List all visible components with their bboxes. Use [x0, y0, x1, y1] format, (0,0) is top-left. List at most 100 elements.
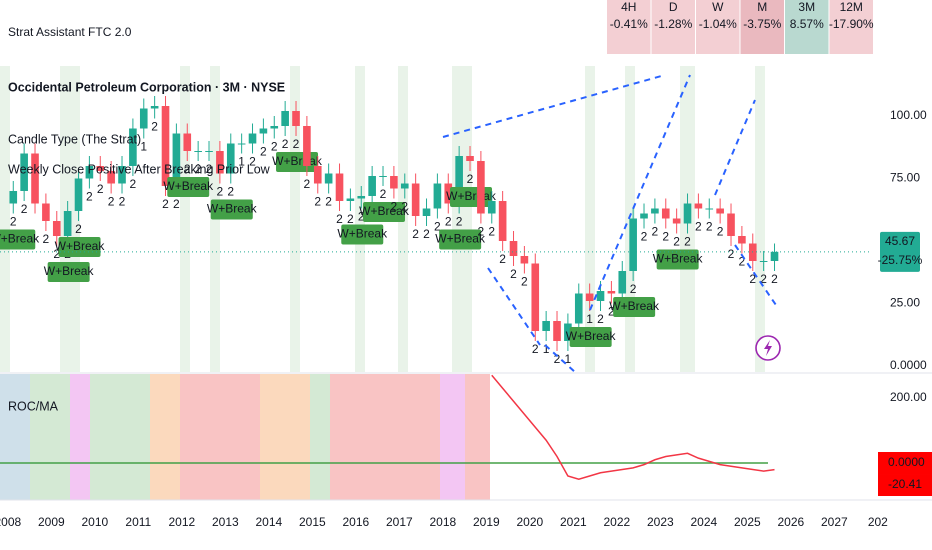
strat-number: 2: [749, 272, 756, 286]
candle-body: [226, 143, 235, 174]
candle-body: [379, 176, 387, 177]
band: [90, 374, 150, 500]
timeframe-label: W: [712, 0, 724, 14]
strat-number: 2: [53, 247, 60, 261]
main-pane: 2W+Break2222W+Break2W+Break2222212222W+B…: [0, 96, 870, 366]
strat-number: 2: [521, 275, 528, 289]
strat-number: 1: [238, 155, 245, 169]
timeframe-label: 3M: [798, 0, 815, 14]
strat-number: 2: [173, 197, 180, 211]
break-box: [363, 202, 406, 222]
strat-number: 2: [130, 177, 137, 191]
x-tick-label: 2012: [168, 515, 195, 529]
candle-body: [390, 176, 398, 189]
roc-line: [491, 374, 775, 481]
strat-number: 2: [21, 202, 28, 216]
x-tick-label: 2021: [560, 515, 587, 529]
x-tick-label: 202: [868, 515, 888, 529]
strat-number: 2: [695, 220, 702, 234]
break-box: [341, 224, 384, 245]
candle-body: [455, 156, 463, 204]
candle-body: [596, 291, 605, 301]
candle-body: [324, 173, 333, 184]
candle-body: [531, 263, 540, 331]
strat-number: 2: [760, 272, 767, 286]
break-label: W+Break: [653, 252, 704, 266]
candle-body: [422, 208, 431, 216]
candle-body: [705, 208, 714, 210]
break-label: W+Break: [337, 227, 388, 241]
timeframe-table: 4H -0.41% D -1.28% W -1.04% M -3.75% 3M 8.57% 12M -…: [607, 0, 874, 54]
candle-body: [672, 218, 681, 224]
candle-body: [357, 196, 366, 199]
break-label: W+Break: [44, 264, 95, 278]
icon-bolt: [764, 340, 772, 356]
break-label: W+Break: [359, 204, 410, 218]
candle-body: [183, 133, 192, 151]
trend-lines: [442, 74, 779, 372]
strat-number: 2: [391, 200, 398, 214]
strat-number: 2: [739, 255, 746, 269]
strat-number: 2: [195, 162, 202, 176]
candle-body: [727, 213, 735, 236]
band: [70, 374, 90, 500]
strat-number: 2: [282, 137, 289, 151]
strat-number: 2: [314, 195, 321, 209]
x-tick-label: 2015: [299, 515, 326, 529]
candle-body: [585, 293, 594, 301]
x-tick-label: 2013: [212, 515, 239, 529]
y-tick-label: 100.00: [890, 108, 927, 122]
strat-number: 2: [304, 177, 311, 191]
candle-body: [194, 151, 202, 152]
candle-body: [259, 128, 268, 134]
zero-box: [878, 452, 932, 475]
candle-body: [411, 183, 420, 216]
strat-number: 2: [108, 195, 115, 209]
break-label: W+Break: [0, 232, 40, 246]
candle-body: [42, 203, 50, 221]
strat-number: 2: [380, 187, 387, 201]
x-tick-label: 2026: [777, 515, 804, 529]
band: [465, 374, 490, 500]
strat-number: 2: [445, 215, 452, 229]
strat-number: 2: [97, 182, 104, 196]
candle-body: [520, 256, 529, 264]
trend-line: [589, 74, 691, 311]
timeframe-value: -3.75%: [743, 17, 781, 31]
x-tick-label: 2025: [734, 515, 761, 529]
timeframe-label: D: [669, 0, 678, 14]
candle-body: [335, 173, 344, 201]
candle-body: [303, 126, 311, 166]
candle-body: [270, 126, 279, 129]
strat-number: 2: [641, 230, 648, 244]
break-box: [569, 327, 612, 347]
timeframe-label: 4H: [621, 0, 636, 14]
candle-body: [607, 291, 616, 294]
candle-body: [498, 201, 507, 241]
candle-body: [509, 241, 518, 256]
band: [260, 374, 310, 500]
candle-body: [368, 176, 376, 196]
candle-body: [205, 151, 213, 152]
strat-number: 2: [467, 172, 474, 186]
x-tick-label: 2022: [603, 515, 630, 529]
strat-number: 2: [630, 282, 637, 296]
strat-number: 2: [510, 267, 517, 281]
y-tick-label: 25.00: [890, 296, 920, 310]
strat-number: 2: [608, 305, 615, 319]
strat-number: 2: [206, 162, 213, 176]
break-label: W+Break: [566, 329, 617, 343]
band: [440, 374, 465, 500]
x-tick-label: 2020: [516, 515, 543, 529]
roc-last-label: -20.41: [888, 477, 922, 491]
timeframe-value: -1.04%: [699, 17, 737, 31]
timeframe-cell: [740, 0, 784, 54]
candle-body: [444, 183, 453, 204]
strat-number: 2: [358, 210, 365, 224]
candle-body: [683, 203, 692, 224]
flash-icon[interactable]: [755, 335, 781, 361]
indicator-title: Strat Assistant FTC 2.0: [8, 25, 132, 39]
break-label: W+Break: [207, 202, 258, 216]
strat-number: 2: [434, 220, 441, 234]
